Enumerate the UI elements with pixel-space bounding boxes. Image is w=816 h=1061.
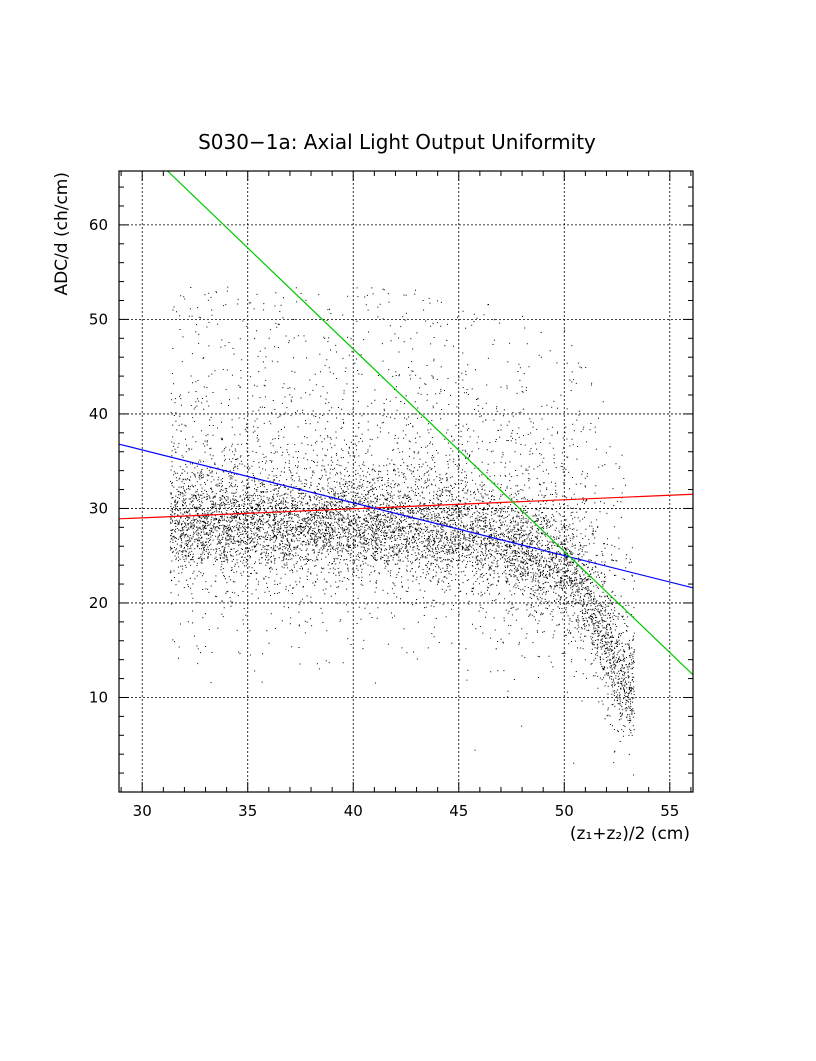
fit-line-2 xyxy=(119,443,693,589)
x-tick-label: 40 xyxy=(344,802,363,820)
y-axis-ticks: 10 20 30 40 50 60 xyxy=(89,186,693,774)
chart-title: S030−1a: Axial Light Output Uniformity xyxy=(198,130,596,154)
fit-lines xyxy=(119,171,693,676)
x-tick-label: 35 xyxy=(238,802,257,820)
x-axis-title: (z₁+z₂)/2 (cm) xyxy=(570,824,690,844)
x-tick-label: 55 xyxy=(660,802,679,820)
x-tick-label: 45 xyxy=(449,802,468,820)
scatter-dots xyxy=(169,286,635,776)
x-tick-label: 30 xyxy=(133,802,152,820)
y-tick-label: 50 xyxy=(89,310,108,328)
fit-line-3 xyxy=(167,171,693,676)
plot-frame xyxy=(118,170,694,793)
fit-line-1 xyxy=(119,493,693,520)
y-axis-title: ADC/d (ch/cm) xyxy=(52,172,72,296)
y-tick-label: 20 xyxy=(89,594,108,612)
y-tick-label: 40 xyxy=(89,405,108,423)
scatter-points xyxy=(169,286,635,776)
x-axis-ticks: 30 35 40 45 50 55 xyxy=(120,171,692,820)
y-tick-label: 10 xyxy=(89,688,108,706)
grid-lines xyxy=(119,171,693,792)
y-tick-label: 60 xyxy=(89,216,108,234)
y-tick-label: 30 xyxy=(89,499,108,517)
plot-border xyxy=(118,170,694,793)
x-tick-label: 50 xyxy=(555,802,574,820)
